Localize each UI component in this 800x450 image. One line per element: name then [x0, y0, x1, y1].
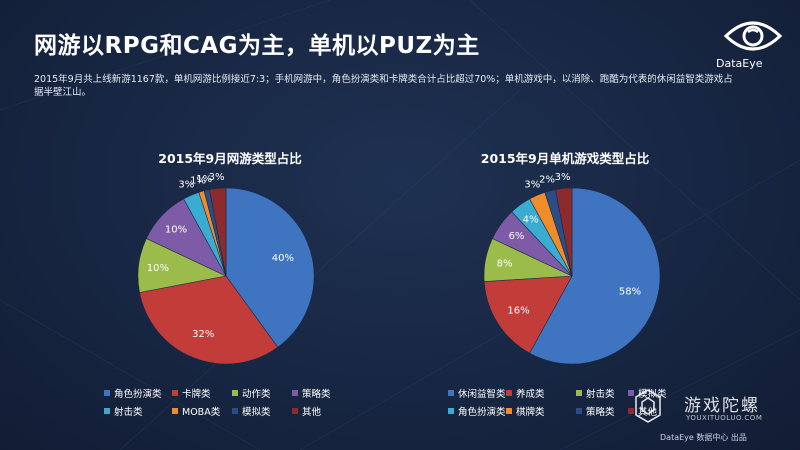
- pie1-label-2: 32%: [192, 329, 214, 340]
- legend2-item-6: 棋牌类: [506, 404, 545, 418]
- legend1-item-6: MOBA类: [172, 404, 220, 418]
- legend-label: MOBA类: [182, 407, 221, 418]
- legend2-item-8: 其他: [628, 404, 657, 418]
- legend-label: 其他: [302, 407, 322, 418]
- legend-swatch: [576, 408, 582, 414]
- legend-label: 模拟类: [242, 407, 271, 418]
- legend-label: 角色扮演类: [114, 389, 162, 400]
- pie2-slice-2: [483, 275, 573, 354]
- legend-swatch: [292, 390, 298, 396]
- legend-swatch: [172, 408, 178, 414]
- legend-swatch: [292, 408, 298, 414]
- legend1-item-5: 射击类: [104, 404, 143, 418]
- dataeye-eye-icon: [723, 21, 783, 51]
- pie1-label-1: 40%: [272, 253, 294, 264]
- pie2-label-6: 3%: [524, 180, 540, 191]
- pie1-slice-8: [209, 187, 227, 277]
- legend-swatch: [104, 390, 110, 396]
- legend2-item-4: 模拟类: [628, 386, 667, 400]
- legend-label: 养成类: [516, 389, 545, 400]
- legend-swatch: [232, 408, 238, 414]
- pie2-label-5: 4%: [523, 215, 539, 226]
- legend-swatch: [448, 390, 454, 396]
- pie2-slice-8: [555, 187, 573, 277]
- legend-label: 卡牌类: [182, 389, 211, 400]
- legend-swatch: [232, 390, 238, 396]
- pie1-label-5: 3%: [178, 180, 194, 191]
- pie2-label-7: 2%: [539, 175, 555, 186]
- pie1-label-7: 1%: [196, 174, 212, 185]
- legend2-item-5: 角色扮演类: [448, 404, 506, 418]
- pie1-label-4: 10%: [165, 225, 187, 236]
- legend-label: 射击类: [114, 407, 143, 418]
- watermark-url: YOUXITUOLUO.COM: [686, 414, 763, 422]
- legend-swatch: [172, 390, 178, 396]
- pie2-label-1: 58%: [619, 286, 641, 297]
- legend-label: 策略类: [586, 407, 615, 418]
- legend-swatch: [576, 390, 582, 396]
- pie2-slice-1: [529, 187, 661, 365]
- page-title: 网游以RPG和CAG为主，单机以PUZ为主: [34, 33, 480, 59]
- pie-2: 58% 16% 8% 6% 4% 3%2% 3%: [483, 172, 661, 365]
- pie2-label-4: 6%: [509, 231, 525, 242]
- legend-label: 棋牌类: [516, 407, 545, 418]
- legend-label: 角色扮演类: [458, 407, 506, 418]
- pie2-label-3: 8%: [497, 259, 513, 270]
- pie-1: 40% 32% 10% 10% 3%1%1%3%: [137, 172, 315, 365]
- legend-swatch: [628, 390, 634, 396]
- legend1-item-4: 策略类: [292, 386, 331, 400]
- pie1-slice-1: [225, 187, 315, 348]
- legend-swatch: [448, 408, 454, 414]
- legend1-item-7: 模拟类: [232, 404, 271, 418]
- legend-label: 休闲益智类: [458, 389, 506, 400]
- page-subtitle: 2015年9月共上线新游1167款，单机网游比例接近7:3；手机网游中，角色扮演…: [34, 74, 733, 98]
- legend-label: 其他: [638, 407, 658, 418]
- chart2-title: 2015年9月单机游戏类型占比: [480, 151, 650, 166]
- legend-swatch: [506, 390, 512, 396]
- legend2-item-7: 策略类: [576, 404, 615, 418]
- watermark-text: 游戏陀螺: [684, 396, 760, 416]
- legend2-item-3: 射击类: [576, 386, 615, 400]
- pie1-label-3: 10%: [147, 263, 169, 274]
- pie2-label-2: 16%: [507, 305, 529, 316]
- legend1-item-2: 卡牌类: [172, 386, 211, 400]
- legend1-item-1: 角色扮演类: [104, 386, 162, 400]
- pie1-slice-2: [139, 275, 279, 365]
- legend-label: 射击类: [586, 389, 615, 400]
- pie1-label-8: 3%: [209, 172, 225, 183]
- logo-text: DataEye: [716, 57, 763, 70]
- chart1-title: 2015年9月网游类型占比: [158, 151, 302, 166]
- legend2-item-2: 养成类: [506, 386, 545, 400]
- legend-swatch: [628, 408, 634, 414]
- legend-swatch: [104, 408, 110, 414]
- legend2-item-1: 休闲益智类: [448, 386, 506, 400]
- pie2-label-8: 3%: [555, 172, 571, 183]
- legend1-item-3: 动作类: [232, 386, 271, 400]
- pie1-label-6: 1%: [190, 176, 206, 187]
- legend-label: 策略类: [302, 389, 331, 400]
- footer-credit: DataEye 数据中心 出品: [660, 433, 747, 442]
- legend-label: 动作类: [242, 389, 271, 400]
- legend-label: 模拟类: [638, 389, 667, 400]
- legend1-item-8: 其他: [292, 404, 321, 418]
- youxituoluo-logo: [635, 389, 661, 423]
- legend-swatch: [506, 408, 512, 414]
